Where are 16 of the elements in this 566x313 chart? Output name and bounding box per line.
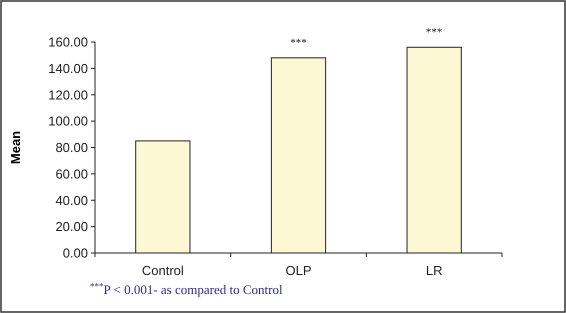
annotation: ***: [290, 36, 307, 49]
y-tick-label: 60.00: [55, 166, 88, 182]
x-tick-label: LR: [426, 263, 442, 278]
x-tick-label: OLP: [285, 263, 312, 278]
y-tick-label: 40.00: [55, 192, 88, 208]
y-tick-label: 120.00: [48, 87, 88, 102]
y-tick-label: 80.00: [55, 140, 88, 156]
annotation: ***: [426, 26, 442, 38]
y-tick-label: 160.00: [48, 34, 88, 50]
y-axis-title: Mean: [8, 130, 23, 164]
y-tick-label: 0.00: [62, 246, 88, 261]
x-tick-label: Control: [142, 263, 184, 278]
y-tick-label: 100.00: [48, 114, 88, 129]
y-tick-label: 140.00: [48, 60, 88, 76]
text: $^{***}$P < 0.001- as compared to Control: [90, 281, 283, 297]
y-tick-label: 20.00: [55, 219, 88, 234]
